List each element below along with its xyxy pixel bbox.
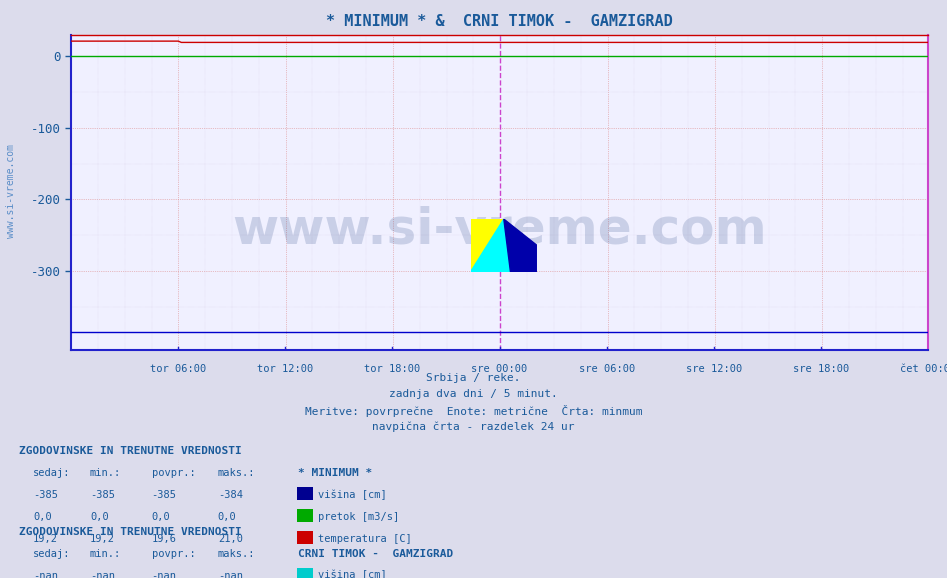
Text: sre 06:00: sre 06:00 bbox=[579, 364, 634, 374]
Polygon shape bbox=[471, 219, 510, 272]
Text: tor 06:00: tor 06:00 bbox=[150, 364, 206, 374]
Text: sre 00:00: sre 00:00 bbox=[472, 364, 527, 374]
Text: povpr.:: povpr.: bbox=[152, 468, 195, 477]
Text: ZGODOVINSKE IN TRENUTNE VREDNOSTI: ZGODOVINSKE IN TRENUTNE VREDNOSTI bbox=[19, 527, 241, 536]
Text: sre 18:00: sre 18:00 bbox=[793, 364, 849, 374]
Text: 19,2: 19,2 bbox=[33, 533, 58, 543]
Text: min.:: min.: bbox=[90, 549, 121, 558]
Text: www.si-vreme.com: www.si-vreme.com bbox=[232, 206, 767, 254]
Text: sre 12:00: sre 12:00 bbox=[686, 364, 742, 374]
Text: sedaj:: sedaj: bbox=[33, 549, 71, 558]
Text: maks.:: maks.: bbox=[218, 468, 256, 477]
Text: -385: -385 bbox=[152, 490, 176, 499]
Text: višina [cm]: višina [cm] bbox=[318, 570, 387, 578]
Text: 0,0: 0,0 bbox=[33, 512, 52, 521]
Text: čet 00:00: čet 00:00 bbox=[900, 364, 947, 374]
Text: tor 18:00: tor 18:00 bbox=[365, 364, 420, 374]
Text: 19,6: 19,6 bbox=[152, 533, 176, 543]
Text: * MINIMUM *: * MINIMUM * bbox=[298, 468, 372, 477]
Text: temperatura [C]: temperatura [C] bbox=[318, 533, 412, 543]
Text: pretok [m3/s]: pretok [m3/s] bbox=[318, 512, 400, 521]
Text: ZGODOVINSKE IN TRENUTNE VREDNOSTI: ZGODOVINSKE IN TRENUTNE VREDNOSTI bbox=[19, 446, 241, 455]
Text: -nan: -nan bbox=[152, 570, 176, 578]
Text: 19,2: 19,2 bbox=[90, 533, 115, 543]
Polygon shape bbox=[471, 219, 504, 272]
Text: povpr.:: povpr.: bbox=[152, 549, 195, 558]
Text: višina [cm]: višina [cm] bbox=[318, 489, 387, 499]
Text: Meritve: povrprečne  Enote: metrične  Črta: minmum: Meritve: povrprečne Enote: metrične Črta… bbox=[305, 405, 642, 417]
Text: -nan: -nan bbox=[218, 570, 242, 578]
Text: -385: -385 bbox=[33, 490, 58, 499]
Text: Srbija / reke.: Srbija / reke. bbox=[426, 373, 521, 383]
Text: navpična črta - razdelek 24 ur: navpična črta - razdelek 24 ur bbox=[372, 421, 575, 432]
Text: 0,0: 0,0 bbox=[152, 512, 170, 521]
Text: 0,0: 0,0 bbox=[218, 512, 237, 521]
Text: 21,0: 21,0 bbox=[218, 533, 242, 543]
Text: CRNI TIMOK -  GAMZIGRAD: CRNI TIMOK - GAMZIGRAD bbox=[298, 549, 454, 558]
Text: -384: -384 bbox=[218, 490, 242, 499]
Text: -385: -385 bbox=[90, 490, 115, 499]
Text: zadnja dva dni / 5 minut.: zadnja dva dni / 5 minut. bbox=[389, 389, 558, 399]
Text: www.si-vreme.com: www.si-vreme.com bbox=[7, 144, 16, 238]
Polygon shape bbox=[504, 219, 537, 272]
Text: -nan: -nan bbox=[90, 570, 115, 578]
Text: min.:: min.: bbox=[90, 468, 121, 477]
Title: * MINIMUM * &  CRNI TIMOK -  GAMZIGRAD: * MINIMUM * & CRNI TIMOK - GAMZIGRAD bbox=[326, 14, 673, 29]
Text: 0,0: 0,0 bbox=[90, 512, 109, 521]
Text: sedaj:: sedaj: bbox=[33, 468, 71, 477]
Text: tor 12:00: tor 12:00 bbox=[258, 364, 313, 374]
Text: -nan: -nan bbox=[33, 570, 58, 578]
Text: maks.:: maks.: bbox=[218, 549, 256, 558]
